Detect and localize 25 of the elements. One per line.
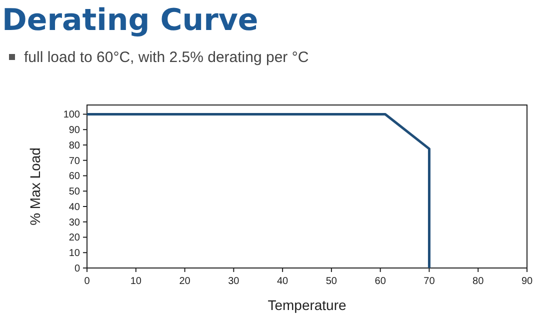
x-tick-label: 20	[179, 276, 191, 287]
y-tick-label: 30	[68, 217, 80, 228]
y-tick-label: 50	[68, 186, 80, 198]
x-tick-label: 80	[472, 276, 484, 287]
x-tick-label: 60	[374, 276, 386, 287]
x-tick-label: 40	[276, 276, 289, 287]
y-tick-label: 100	[63, 110, 80, 121]
x-tick-label: 70	[424, 276, 436, 287]
y-tick-label: 10	[68, 248, 80, 260]
x-tick-label: 90	[521, 276, 533, 287]
y-tick-label: 20	[68, 232, 80, 244]
y-tick-label: 0	[74, 264, 80, 274]
x-tick-label: 30	[228, 276, 240, 287]
x-axis-title: Temperature	[268, 297, 347, 313]
chart-title: Derating Curve	[2, 3, 258, 38]
y-tick-label: 70	[68, 156, 80, 167]
chart-subtitle: full load to 60°C, with 2.5% derating per °C	[24, 49, 309, 66]
y-tick-label: 80	[68, 140, 80, 152]
y-tick-label: 90	[68, 125, 80, 136]
y-axis-title: % Max Load	[27, 148, 43, 226]
y-tick-label: 40	[68, 202, 80, 213]
x-tick-label: 0	[84, 276, 90, 287]
x-tick-label: 10	[130, 276, 142, 287]
y-tick-label: 60	[68, 171, 80, 182]
x-tick-label: 50	[326, 276, 338, 287]
